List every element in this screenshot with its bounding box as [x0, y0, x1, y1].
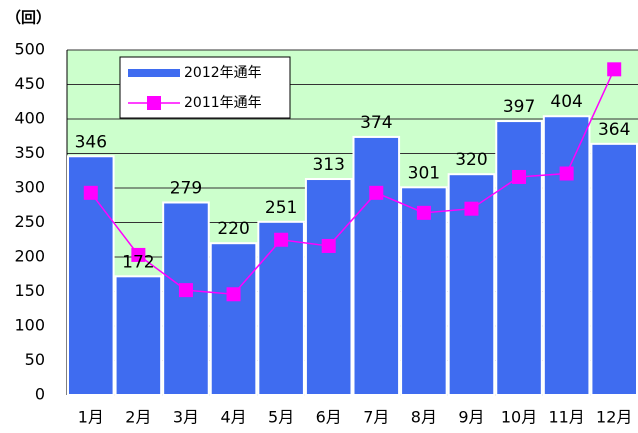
- x-tick-label: 9月: [458, 408, 484, 427]
- y-tick-label: 400: [14, 109, 45, 128]
- bar: [304, 178, 353, 396]
- marker: [178, 283, 193, 298]
- marker: [464, 201, 479, 216]
- y-tick-label: 0: [35, 385, 45, 404]
- marker: [226, 287, 241, 302]
- marker: [131, 247, 146, 262]
- x-tick-label: 1月: [78, 408, 104, 427]
- bar: [114, 275, 163, 397]
- marker: [274, 232, 289, 247]
- data-label: 301: [408, 163, 440, 183]
- data-label: 404: [550, 92, 582, 112]
- bar: [400, 186, 448, 396]
- marker: [83, 185, 98, 200]
- y-tick-label: 250: [14, 212, 45, 231]
- data-label: 320: [455, 150, 487, 170]
- bar: [352, 135, 401, 396]
- x-tick-label: 4月: [220, 408, 246, 427]
- y-tick-label: 300: [14, 178, 45, 197]
- legend-label: 2012年通年: [184, 65, 262, 81]
- data-label: 346: [75, 132, 107, 152]
- data-label: 172: [122, 252, 154, 272]
- data-label: 220: [217, 219, 249, 239]
- x-tick-label: 7月: [363, 408, 389, 427]
- legend-swatch: [128, 69, 180, 77]
- data-label: 279: [170, 178, 202, 198]
- marker: [559, 166, 574, 181]
- line: [90, 69, 615, 296]
- x-tick-label: 11月: [548, 408, 584, 427]
- x-tick-label: 3月: [173, 408, 199, 427]
- y-tick-label: 50: [25, 350, 45, 369]
- data-label: 313: [312, 155, 344, 175]
- y-tick-label: 100: [14, 316, 45, 335]
- y-tick-label: 500: [14, 40, 45, 59]
- bar: [495, 120, 543, 396]
- x-tick-label: 5月: [268, 408, 294, 427]
- x-tick-label: 6月: [316, 408, 342, 427]
- y-tick-label: 200: [14, 247, 45, 266]
- x-tick-label: 2月: [125, 408, 151, 427]
- bar: [209, 242, 258, 396]
- marker: [369, 185, 384, 200]
- y-tick-label: 350: [14, 143, 45, 162]
- x-tick-label: 12月: [596, 408, 632, 427]
- x-tick-label: 8月: [411, 408, 437, 427]
- marker: [321, 238, 336, 253]
- data-label: 397: [503, 97, 535, 117]
- marker: [607, 62, 622, 77]
- data-label: 374: [360, 113, 392, 133]
- bar: [542, 115, 591, 397]
- marker: [512, 169, 527, 184]
- marker: [416, 205, 431, 220]
- x-tick-label: 10月: [501, 408, 537, 427]
- bar: [257, 220, 305, 396]
- y-axis-label: （回）: [6, 9, 51, 27]
- bar: [162, 201, 210, 396]
- data-label: 251: [265, 198, 297, 218]
- y-tick-label: 450: [14, 74, 45, 93]
- data-label: 364: [598, 120, 630, 140]
- y-tick-label: 150: [14, 281, 45, 300]
- bar: [590, 142, 638, 396]
- legend-marker: [147, 96, 161, 110]
- legend-label: 2011年通年: [184, 95, 262, 111]
